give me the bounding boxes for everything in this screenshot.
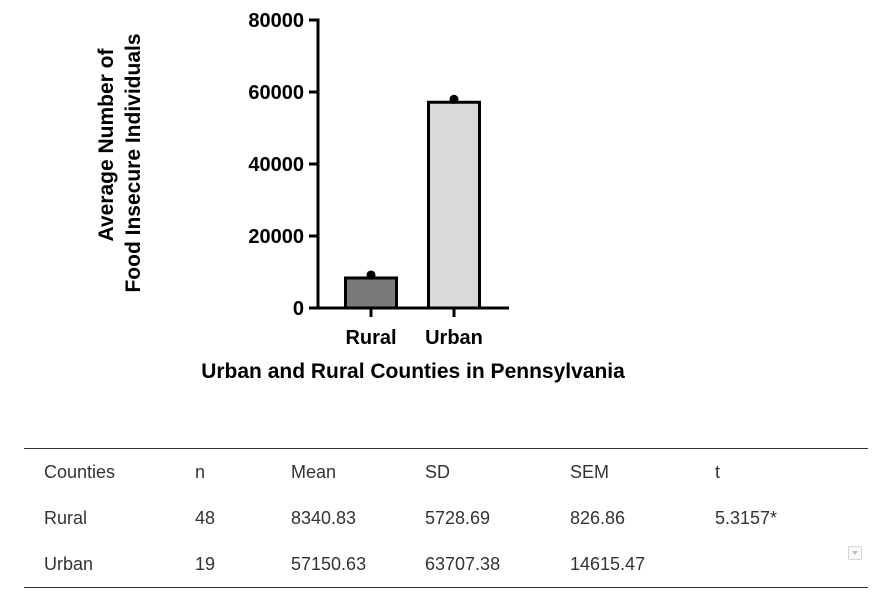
x-tick-label: Urban — [425, 327, 483, 349]
table-row: Urban 19 57150.63 63707.38 14615.47 — [24, 541, 868, 588]
summary-statistics-table: Counties n Mean SD SEM t Rural 48 8340.8… — [24, 448, 868, 588]
header-t: t — [715, 461, 721, 482]
header-mean: Mean — [291, 461, 337, 482]
cell-mean: 57150.63 — [291, 553, 367, 574]
x-axis: Rural Urban — [316, 306, 509, 349]
y-tick-label: 20000 — [248, 226, 304, 248]
header-sem: SEM — [570, 461, 610, 482]
bar-rural — [344, 276, 398, 310]
cell-t — [695, 541, 868, 588]
cell-sd: 5728.69 — [425, 507, 491, 528]
cell-n: 48 — [195, 507, 216, 528]
y-tick-label: 40000 — [248, 154, 304, 176]
cell-sem: 826.86 — [570, 507, 626, 528]
y-axis-label-line-2: Food Insecure Individuals — [122, 33, 145, 292]
data-point-urban — [449, 94, 459, 104]
bar-urban — [427, 100, 481, 310]
cell-sem: 14615.47 — [570, 553, 646, 574]
cell-mean: 8340.83 — [291, 507, 357, 528]
table-row: Rural 48 8340.83 5728.69 826.86 5.3157* — [24, 495, 868, 541]
y-tick-label: 80000 — [248, 10, 304, 32]
header-n: n — [195, 461, 206, 482]
y-tick-label: 60000 — [248, 82, 304, 104]
y-axis-label-line-1: Average Number of — [95, 48, 118, 242]
cell-n: 19 — [195, 553, 216, 574]
data-point-rural — [366, 270, 376, 280]
header-counties: Counties — [44, 461, 116, 482]
x-axis-label: Urban and Rural Counties in Pennsylvania — [201, 360, 625, 383]
cell-county: Rural — [44, 507, 88, 528]
bar-chart: 0 20000 40000 60000 80000 Rural Urban Average… — [95, 10, 625, 383]
y-tick-label: 0 — [293, 298, 304, 320]
chevron-down-icon[interactable] — [848, 546, 862, 560]
x-tick-label: Rural — [345, 327, 396, 349]
cell-sd: 63707.38 — [425, 553, 501, 574]
table-header-row: Counties n Mean SD SEM t — [24, 448, 868, 496]
bars — [344, 100, 481, 310]
y-axis: 0 20000 40000 60000 80000 — [248, 10, 320, 320]
cell-t: 5.3157* — [715, 507, 778, 528]
data-points — [366, 94, 459, 280]
cell-county: Urban — [44, 553, 94, 574]
header-sd: SD — [425, 461, 451, 482]
